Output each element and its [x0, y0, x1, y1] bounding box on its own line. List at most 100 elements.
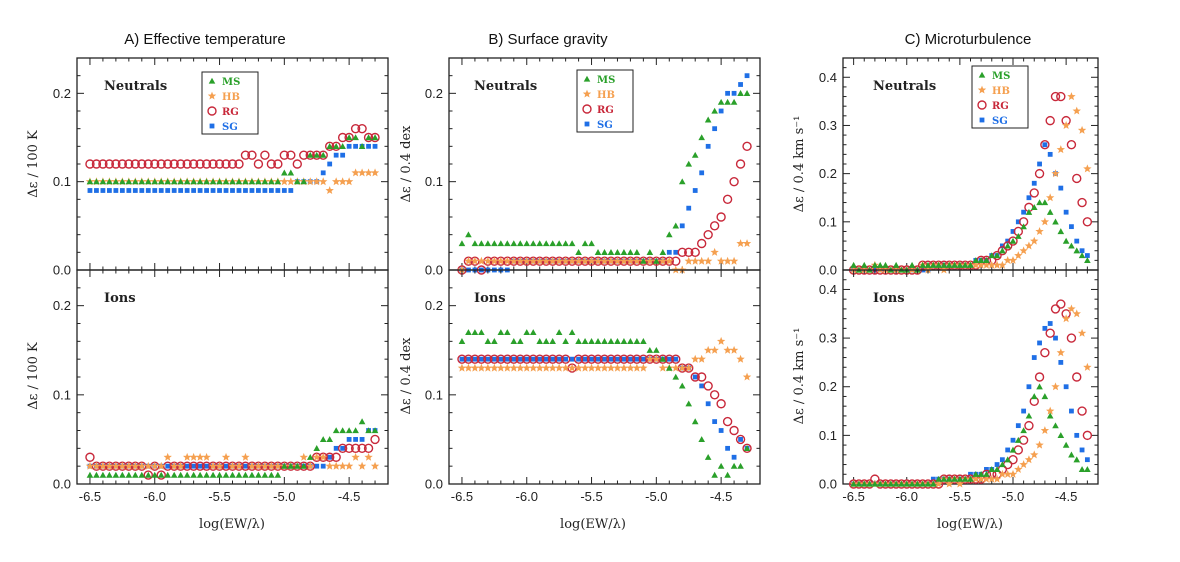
data-point-ms [882, 480, 889, 487]
data-point-sg [152, 188, 158, 193]
data-point-ms [620, 249, 628, 255]
data-point-rg [1040, 140, 1050, 150]
y-tick-label: 0.1 [819, 428, 837, 443]
data-point-sg [236, 188, 242, 193]
data-point-ms [1030, 393, 1038, 400]
data-point-hb [1030, 236, 1039, 245]
data-point-hb [273, 461, 283, 470]
data-point-rg [247, 150, 257, 160]
data-point-hb [1035, 440, 1044, 449]
data-point-rg [1050, 304, 1061, 314]
data-point-ms [274, 178, 282, 185]
data-point-ms [653, 257, 660, 264]
data-point-hb [1077, 328, 1087, 337]
panel-label-b-top: Neutrals [474, 79, 537, 94]
data-point-ms [203, 178, 210, 185]
data-point-ms [876, 480, 884, 487]
legend-marker-sg [979, 117, 985, 123]
data-point-sg [1084, 253, 1090, 258]
data-point-ms [1078, 466, 1086, 473]
data-point-sg [346, 143, 352, 149]
data-point-hb [1024, 241, 1034, 250]
data-point-sg [184, 463, 190, 469]
data-point-hb [678, 363, 687, 372]
data-point-hb [1019, 460, 1028, 469]
data-point-ms [484, 338, 492, 344]
data-point-rg [279, 150, 290, 160]
data-point-ms [1057, 432, 1065, 439]
data-point-hb [477, 256, 486, 265]
data-point-rg [137, 159, 147, 169]
data-point-sg [994, 462, 1000, 467]
data-point-ms [640, 338, 647, 344]
data-point-hb [729, 345, 739, 354]
data-point-ms [737, 90, 744, 96]
data-point-hb [729, 256, 739, 265]
data-point-ms [633, 249, 641, 255]
data-point-sg [673, 356, 679, 362]
data-point-rg [286, 150, 296, 160]
data-point-ms [1046, 412, 1054, 419]
y-axis-label-c-bottom: Δε / 0.4 km s⁻¹ [792, 328, 807, 425]
data-point-ms [99, 471, 107, 478]
y-axis-label-a-top: Δε / 100 K [26, 130, 41, 198]
data-point-sg [705, 143, 711, 149]
data-point-hb [587, 256, 596, 265]
series-ms [458, 329, 751, 478]
data-point-ms [882, 261, 889, 268]
data-point-hb [716, 256, 726, 265]
data-point-rg [337, 132, 348, 143]
data-point-ms [170, 178, 178, 185]
legend-marker-rg [582, 104, 592, 114]
data-point-sg [243, 188, 248, 193]
data-point-ms [977, 470, 985, 477]
data-point-sg [640, 356, 646, 362]
data-point-sg [1010, 437, 1016, 443]
data-point-ms [300, 178, 308, 185]
data-point-ms [326, 143, 333, 149]
data-point-hb [1056, 145, 1065, 154]
data-point-sg [217, 188, 222, 193]
data-point-sg [165, 188, 171, 193]
data-point-sg [615, 356, 620, 362]
data-point-sg [171, 188, 177, 193]
data-point-hb [1077, 125, 1087, 134]
data-point-rg [463, 354, 474, 364]
data-point-ms [892, 261, 900, 268]
data-point-ms [919, 480, 926, 487]
data-point-ms [216, 471, 223, 478]
data-point-rg [169, 159, 179, 169]
data-point-ms [919, 261, 926, 268]
data-point-ms [549, 240, 556, 247]
data-point-rg [1066, 140, 1077, 150]
data-point-rg [370, 132, 380, 143]
data-point-hb [1035, 227, 1044, 236]
y-tick-label: 0.4 [819, 70, 837, 85]
data-point-sg [1005, 447, 1011, 453]
data-point-ms [956, 261, 964, 268]
data-point-rg [117, 159, 128, 169]
data-point-sg [744, 73, 750, 79]
data-point-sg [1005, 238, 1011, 244]
x-tick-label: -5.5 [208, 489, 230, 504]
data-point-hb [1061, 314, 1071, 323]
y-tick-label: 0.2 [425, 298, 443, 313]
data-point-hb [554, 256, 564, 265]
data-point-ms [860, 480, 868, 487]
data-point-sg [999, 243, 1005, 249]
data-point-rg [535, 354, 545, 364]
data-point-hb [710, 345, 719, 354]
data-point-hb [998, 469, 1007, 478]
data-point-ms [523, 329, 531, 336]
data-point-sg [621, 356, 627, 362]
data-point-sg [249, 188, 255, 193]
data-point-rg [1072, 173, 1082, 184]
data-point-hb [535, 256, 544, 265]
data-point-ms [892, 480, 900, 487]
data-point-rg [457, 354, 467, 364]
data-point-sg [712, 419, 718, 424]
data-point-sg [999, 457, 1005, 463]
data-point-hb [1067, 304, 1076, 313]
data-point-ms [940, 261, 948, 268]
data-point-sg [223, 188, 229, 193]
